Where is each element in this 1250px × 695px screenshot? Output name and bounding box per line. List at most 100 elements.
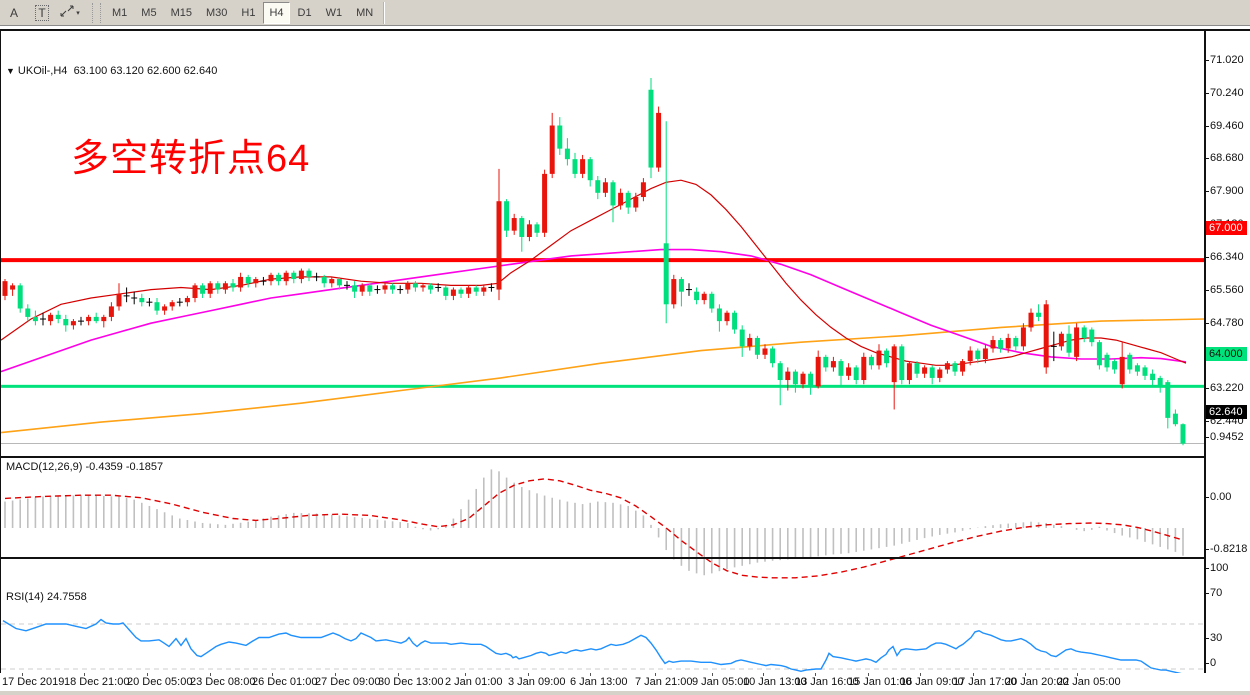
time-tick-label: 17 Dec 2019 [2, 676, 65, 688]
timeframe-button-d1[interactable]: D1 [297, 6, 312, 19]
axis-tick [1204, 257, 1209, 258]
time-tick-label: 2 Jan 01:00 [445, 676, 503, 688]
rsi-plot[interactable] [1, 588, 1205, 695]
price-tick-label: 63.220 [1210, 382, 1244, 394]
chevron-down-icon: ▾ [76, 9, 80, 17]
time-tick [973, 673, 974, 676]
timeframe-button-h1[interactable]: H1 [241, 6, 256, 19]
time-tick-label: 20 Dec 05:00 [127, 676, 193, 688]
chart-annotation-text: 多空转折点64 [71, 138, 311, 180]
symbol-label: UKOil-,H4 [17, 65, 68, 77]
axis-tick [1204, 93, 1209, 94]
time-tick-label: 9 Jan 05:00 [692, 676, 750, 688]
price-tick-label: 67.900 [1210, 185, 1244, 197]
chart-title: ▼ UKOil-,H4 63.100 63.120 62.600 62.640 [6, 65, 217, 77]
time-tick-label: 10 Jan 13:00 [743, 676, 807, 688]
time-tick [1077, 673, 1078, 676]
time-tick [528, 673, 529, 676]
main-price-pane[interactable]: ▼ UKOil-,H4 63.100 63.120 62.600 62.640 多… [1, 61, 1250, 456]
time-tick [272, 673, 273, 676]
ohlc-values: 63.100 63.120 62.600 62.640 [73, 65, 218, 77]
time-tick-label: 26 Dec 01:00 [252, 676, 318, 688]
time-tick [465, 673, 466, 676]
time-axis[interactable]: 17 Dec 2019 18 Dec 21:00 20 Dec 05:00 23 De… [0, 673, 1250, 695]
axis-tick [1204, 388, 1209, 389]
chart-window: ▼ UKOil-,H4 63.100 63.120 62.600 62.640 多… [0, 29, 1250, 695]
macd-pane[interactable]: MACD(12,26,9) -0.4359 -0.1857 [1, 458, 1250, 586]
time-tick [1025, 673, 1026, 676]
price-tick-label: 65.560 [1210, 284, 1244, 296]
level-price-badge: 64.000 [1206, 347, 1247, 362]
axis-separator-line [1204, 30, 1206, 673]
time-tick [590, 673, 591, 676]
draw-arrows-button[interactable]: ▾ [57, 3, 83, 23]
price-tick-label: 68.680 [1210, 152, 1244, 164]
pane-divider[interactable] [1, 557, 1205, 559]
time-tick-label: 18 Dec 21:00 [64, 676, 130, 688]
rsi-tick-label: 70 [1210, 587, 1223, 599]
time-tick-label: 16 Jan 09:00 [900, 676, 964, 688]
axis-tick [1204, 191, 1209, 192]
time-tick [398, 673, 399, 676]
axis-tick [1204, 158, 1209, 159]
timeframe-button-m30[interactable]: M30 [205, 6, 228, 19]
timeframe-bar: M1 M5 M15 M30 H1 H4 D1 W1 MN [105, 1, 380, 24]
time-tick [335, 673, 336, 676]
price-tick-label: 64.780 [1210, 317, 1244, 329]
axis-tick [1204, 290, 1209, 291]
candlestick-plot[interactable] [1, 61, 1205, 456]
time-tick-label: 20 Jan 20:00 [1005, 676, 1069, 688]
diagonal-arrows-icon [60, 5, 74, 20]
axis-tick [1204, 323, 1209, 324]
price-tick-label: 70.240 [1210, 87, 1244, 99]
text-label-button[interactable]: T [29, 3, 55, 23]
time-tick [210, 673, 211, 676]
price-tick-label: 71.020 [1210, 54, 1244, 66]
timeframe-button-m5[interactable]: M5 [141, 6, 157, 19]
axis-tick [1204, 663, 1209, 664]
axis-tick [1204, 593, 1209, 594]
time-tick-label: 7 Jan 21:00 [635, 676, 693, 688]
time-tick-label: 23 Dec 08:00 [190, 676, 256, 688]
time-tick [22, 673, 23, 676]
timeframe-button-mn[interactable]: MN [356, 6, 374, 19]
axis-tick [1204, 549, 1209, 550]
macd-tick-label: 0.9452 [1210, 431, 1244, 443]
text-annotation-button[interactable]: A [9, 5, 18, 20]
rsi-tick-label: 100 [1210, 562, 1229, 574]
rsi-tick-label: 0 [1210, 657, 1217, 669]
time-tick [84, 673, 85, 676]
timeframe-button-w1[interactable]: W1 [325, 6, 343, 19]
bid-price-badge: 62.640 [1206, 404, 1247, 419]
timeframe-button-m1[interactable]: M1 [112, 6, 128, 19]
axis-tick [1204, 60, 1209, 61]
axis-tick [1204, 437, 1209, 438]
time-tick-label: 17 Jan 17:00 [953, 676, 1017, 688]
axis-tick [1204, 497, 1209, 498]
axis-tick [1204, 638, 1209, 639]
rsi-label: RSI(14) 24.7558 [6, 591, 87, 603]
time-tick [712, 673, 713, 676]
time-tick [868, 673, 869, 676]
axis-tick [1204, 421, 1209, 422]
macd-label: MACD(12,26,9) -0.4359 -0.1857 [6, 461, 164, 473]
price-tick-label: 69.460 [1210, 120, 1244, 132]
toolbar-grip[interactable] [92, 2, 101, 23]
toolbar-separator [383, 1, 385, 24]
time-tick-label: 15 Jan 01:00 [848, 676, 912, 688]
time-tick-label: 22 Jan 05:00 [1057, 676, 1121, 688]
pane-divider[interactable] [1, 456, 1205, 458]
time-tick [147, 673, 148, 676]
time-tick-label: 13 Jan 16:00 [795, 676, 859, 688]
time-tick-label: 30 Dec 13:00 [378, 676, 444, 688]
timeframe-button-h4[interactable]: H4 [263, 1, 290, 24]
symbol-dropdown-icon[interactable]: ▼ [6, 66, 15, 76]
timeframe-button-m15[interactable]: M15 [170, 6, 192, 19]
time-tick [920, 673, 921, 676]
toolbar: A T ▾ M1 M5 M15 M30 H1 H4 D1 W1 MN [0, 0, 1250, 26]
macd-plot[interactable] [1, 458, 1205, 586]
price-tick-label: 66.340 [1210, 251, 1244, 263]
rsi-tick-label: 30 [1210, 632, 1223, 644]
macd-tick-label: -0.8218 [1210, 543, 1248, 555]
